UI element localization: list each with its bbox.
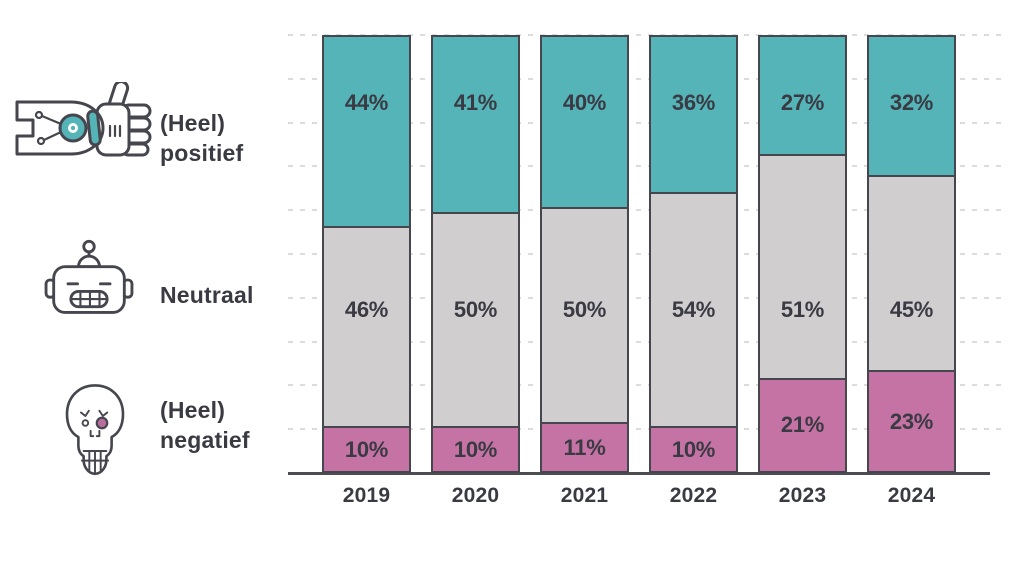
bar-segment-neutral (651, 191, 736, 426)
x-axis-category-label: 2024 (887, 484, 936, 507)
gridline (288, 340, 1008, 343)
x-axis-category-label: 2021 (560, 484, 609, 507)
bar-segment-negative: 10% (651, 426, 736, 471)
bar-segment-negative: 11% (542, 422, 627, 471)
robot-face-icon (44, 239, 134, 314)
bar-segment-positive (869, 37, 954, 175)
gridline (288, 253, 1008, 255)
bar-segment-neutral (542, 207, 627, 423)
x-axis-line (288, 472, 990, 475)
plot-area: 10% 44% 46% 2019 10% 41% 50% 2020 11% 40% 50% 2021 1… (288, 34, 1010, 507)
x-axis-category-label: 2022 (669, 484, 718, 507)
value-label-neutral: 50% (562, 297, 607, 322)
bar-segment-negative: 23% (869, 370, 954, 471)
value-label-positive: 27% (780, 90, 825, 115)
stacked-bar: 23% 32% 45% (867, 35, 956, 473)
bar-segment-positive (433, 37, 518, 212)
legend-label-positive: (Heel) positief (160, 108, 243, 168)
value-label-positive: 36% (671, 90, 716, 115)
legend-label-line: (Heel) (160, 110, 226, 136)
value-label-negative: 10% (344, 436, 389, 462)
bar-group-2020: 10% 41% 50% 2020 (431, 35, 520, 507)
value-label-positive: 40% (562, 90, 607, 115)
bar-group-2023: 21% 27% 51% 2023 (758, 35, 847, 507)
bar-segment-positive (760, 37, 845, 155)
value-label-negative: 11% (563, 434, 606, 460)
bar-segment-negative: 21% (760, 377, 845, 471)
robot-thumbs-up-icon (15, 82, 152, 157)
gridline (288, 165, 1008, 168)
stacked-bar: 21% 27% 51% (758, 35, 847, 473)
bar-group-2019: 10% 44% 46% 2019 (322, 35, 411, 507)
legend-label-line: (Heel) (160, 397, 226, 423)
value-label-neutral: 51% (780, 297, 825, 322)
value-label-neutral: 54% (671, 297, 716, 322)
gridline (288, 34, 1008, 36)
stacked-bar: 10% 44% 46% (322, 35, 411, 473)
legend-label-line: Neutraal (160, 282, 254, 308)
gridline (288, 384, 1008, 387)
value-label-negative: 21% (780, 412, 825, 438)
legend-label-line: negatief (160, 427, 250, 453)
bar-group-2021: 11% 40% 50% 2021 (540, 35, 629, 507)
value-label-negative: 10% (671, 436, 716, 462)
legend-label-negative: (Heel) negatief (160, 395, 250, 455)
x-axis-category-label: 2023 (778, 484, 827, 507)
bar-segment-positive (542, 37, 627, 208)
legend-label-line: positief (160, 140, 244, 166)
bar-segment-negative: 10% (433, 426, 518, 471)
gridline (288, 77, 1008, 80)
value-label-neutral: 46% (344, 297, 389, 322)
bar-segment-neutral (433, 211, 518, 427)
value-label-negative: 10% (453, 436, 498, 462)
bar-segment-neutral (324, 226, 409, 426)
skull-icon (65, 384, 125, 476)
gridline (288, 209, 1008, 212)
x-axis-category-label: 2020 (451, 484, 500, 507)
bar-group-2022: 10% 36% 54% 2022 (649, 35, 738, 507)
value-label-neutral: 45% (889, 297, 934, 322)
value-label-negative: 23% (889, 408, 934, 434)
legend-label-neutral: Neutraal (160, 280, 254, 310)
bar-segment-positive (324, 37, 409, 227)
x-axis-category-label: 2019 (342, 484, 391, 507)
bar-group-2024: 23% 32% 45% 2024 (867, 35, 956, 507)
bar-segment-negative: 10% (324, 426, 409, 471)
bar-segment-positive (651, 37, 736, 192)
gridline (288, 296, 1008, 299)
value-label-positive: 41% (453, 90, 498, 115)
value-label-positive: 44% (344, 90, 389, 115)
stacked-bar: 10% 36% 54% (649, 35, 738, 473)
gridline (288, 428, 1008, 431)
bar-segment-neutral (869, 174, 954, 371)
stacked-bar: 10% 41% 50% (431, 35, 520, 473)
bar-segment-neutral (760, 154, 845, 378)
value-label-positive: 32% (889, 90, 934, 115)
gridline (288, 121, 1008, 124)
stacked-bar: 11% 40% 50% (540, 35, 629, 473)
value-label-neutral: 50% (453, 297, 498, 322)
